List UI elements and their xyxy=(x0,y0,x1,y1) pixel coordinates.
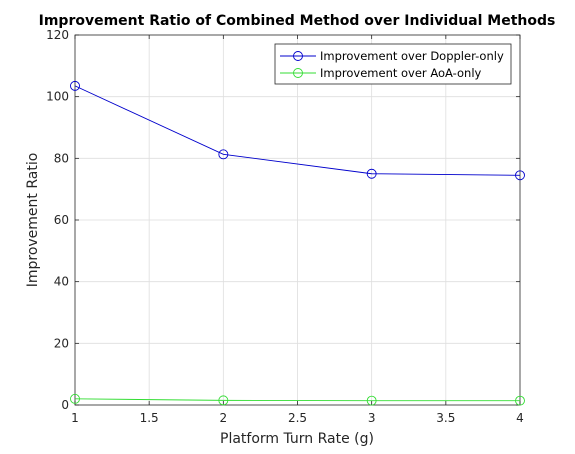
x-tick-label: 2 xyxy=(220,411,228,425)
x-tick-label: 2.5 xyxy=(288,411,307,425)
y-tick-label: 40 xyxy=(54,275,69,289)
x-tick-label: 4 xyxy=(516,411,524,425)
y-tick-label: 80 xyxy=(54,151,69,165)
x-tick-label: 1.5 xyxy=(140,411,159,425)
legend-label-doppler: Improvement over Doppler-only xyxy=(320,49,504,63)
legend-label-aoa: Improvement over AoA-only xyxy=(320,66,482,80)
x-tick-label: 1 xyxy=(71,411,79,425)
x-tick-label: 3.5 xyxy=(436,411,455,425)
chart-title: Improvement Ratio of Combined Method ove… xyxy=(39,13,556,29)
legend: Improvement over Doppler-only Improvemen… xyxy=(275,44,511,84)
x-tick-label: 3 xyxy=(368,411,376,425)
y-axis-label: Improvement Ratio xyxy=(25,153,41,288)
y-tick-label: 100 xyxy=(46,90,69,104)
y-tick-label: 60 xyxy=(54,213,69,227)
y-tick-label: 0 xyxy=(61,398,69,412)
x-axis-label: Platform Turn Rate (g) xyxy=(220,431,374,447)
y-tick-label: 120 xyxy=(46,28,69,42)
y-tick-label: 20 xyxy=(54,336,69,350)
